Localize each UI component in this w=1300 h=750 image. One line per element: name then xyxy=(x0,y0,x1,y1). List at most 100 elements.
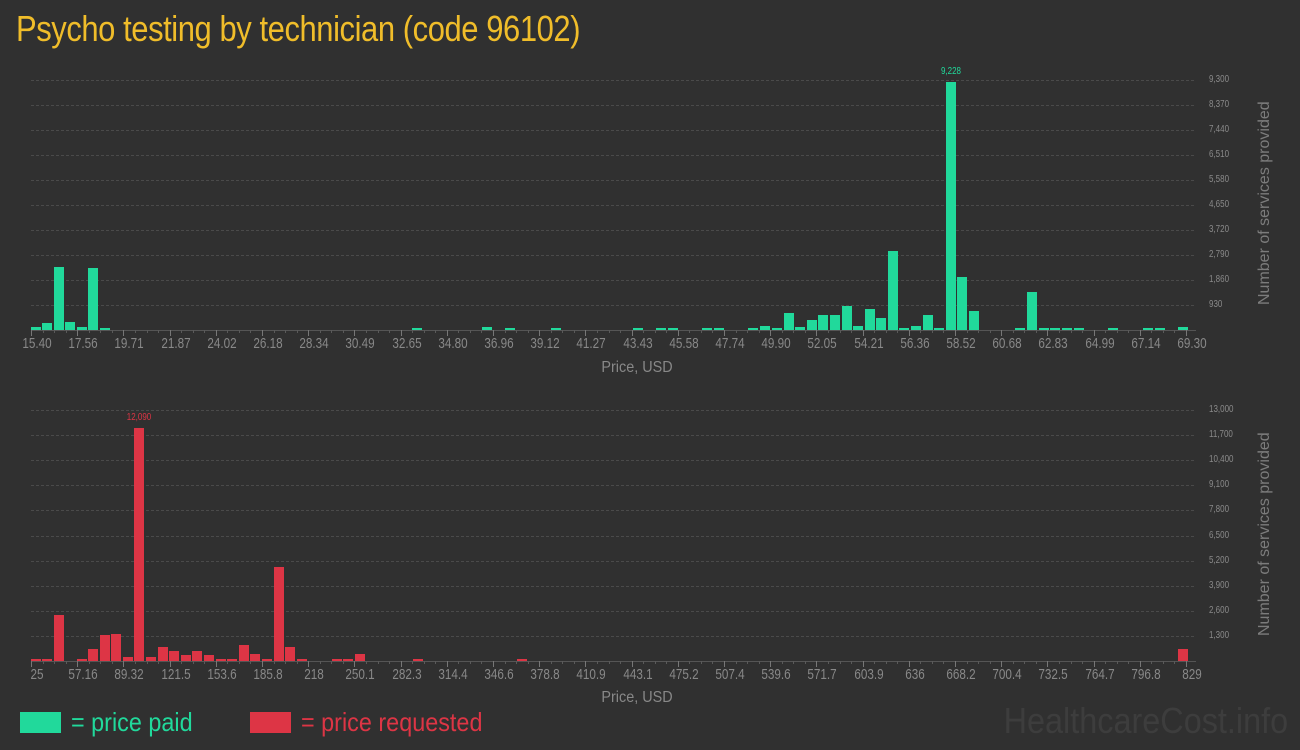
data-bar[interactable] xyxy=(668,328,678,330)
data-bar[interactable] xyxy=(42,323,52,330)
data-bar[interactable] xyxy=(332,659,342,661)
data-bar[interactable] xyxy=(1074,328,1084,330)
x-minor-tick xyxy=(238,330,240,333)
data-bar[interactable] xyxy=(772,328,782,330)
data-bar[interactable] xyxy=(1015,328,1025,330)
data-bar[interactable] xyxy=(146,657,156,661)
data-bar[interactable] xyxy=(969,311,979,330)
data-bar[interactable] xyxy=(795,327,805,330)
data-bar[interactable] xyxy=(517,659,527,661)
x-minor-tick xyxy=(989,330,991,333)
data-bar[interactable] xyxy=(31,659,41,661)
y-tick-label: 930 xyxy=(1209,299,1223,310)
x-tick-label: 507.4 xyxy=(715,666,745,683)
data-bar[interactable] xyxy=(192,651,202,661)
x-minor-tick xyxy=(250,661,252,664)
data-bar[interactable] xyxy=(784,313,794,330)
data-bar[interactable] xyxy=(169,651,179,661)
data-bar[interactable] xyxy=(65,322,75,330)
data-bar[interactable] xyxy=(702,328,712,330)
data-bar[interactable] xyxy=(876,318,886,330)
data-bar[interactable] xyxy=(946,82,956,330)
x-axis-line xyxy=(31,330,1196,331)
data-bar[interactable] xyxy=(1062,328,1072,330)
data-bar[interactable] xyxy=(42,659,52,661)
data-bar[interactable] xyxy=(1178,649,1188,661)
data-bar[interactable] xyxy=(204,655,214,661)
x-tick xyxy=(1139,330,1141,336)
data-bar[interactable] xyxy=(216,659,226,661)
data-bar[interactable] xyxy=(181,655,191,661)
data-bar[interactable] xyxy=(413,659,423,661)
data-bar[interactable] xyxy=(830,315,840,330)
data-bar[interactable] xyxy=(262,659,272,661)
y-tick-label: 8,370 xyxy=(1209,99,1230,110)
data-bar[interactable] xyxy=(123,657,133,661)
x-minor-tick xyxy=(1012,661,1014,664)
data-bar[interactable] xyxy=(77,327,87,330)
data-bar[interactable] xyxy=(1155,328,1165,330)
x-tick xyxy=(1047,661,1049,667)
x-minor-tick xyxy=(735,661,737,664)
data-bar[interactable] xyxy=(748,328,758,330)
data-bar[interactable] xyxy=(957,277,967,330)
data-bar[interactable] xyxy=(88,649,98,661)
data-bar[interactable] xyxy=(111,634,121,661)
data-bar[interactable] xyxy=(923,315,933,330)
x-minor-tick xyxy=(377,330,379,333)
x-axis-line xyxy=(31,661,1196,662)
data-bar[interactable] xyxy=(54,267,64,330)
x-minor-tick xyxy=(839,330,841,333)
data-bar[interactable] xyxy=(100,328,110,330)
data-bar[interactable] xyxy=(355,654,365,661)
data-bar[interactable] xyxy=(54,615,64,661)
data-bar[interactable] xyxy=(714,328,724,330)
data-bar[interactable] xyxy=(158,647,168,661)
data-bar[interactable] xyxy=(274,567,284,661)
data-bar[interactable] xyxy=(899,328,909,330)
x-minor-tick xyxy=(285,330,287,333)
data-bar[interactable] xyxy=(865,309,875,330)
data-bar[interactable] xyxy=(842,306,852,330)
data-bar[interactable] xyxy=(760,326,770,330)
data-bar[interactable] xyxy=(250,654,260,661)
x-tick xyxy=(354,330,356,336)
x-minor-tick xyxy=(158,661,160,664)
x-tick xyxy=(262,661,263,667)
x-minor-tick xyxy=(712,330,714,333)
data-bar[interactable] xyxy=(911,326,921,330)
data-bar[interactable] xyxy=(227,659,237,661)
data-bar[interactable] xyxy=(31,327,41,330)
data-bar[interactable] xyxy=(482,327,492,330)
data-bar[interactable] xyxy=(818,315,828,330)
data-bar[interactable] xyxy=(88,268,98,330)
data-bar[interactable] xyxy=(505,328,515,330)
data-bar[interactable] xyxy=(1108,328,1118,330)
data-bar[interactable] xyxy=(100,635,110,661)
x-minor-tick xyxy=(851,330,853,333)
data-bar[interactable] xyxy=(1039,328,1049,330)
data-bar[interactable] xyxy=(1050,328,1060,330)
data-bar[interactable] xyxy=(412,328,422,330)
data-bar[interactable] xyxy=(633,328,643,330)
data-bar[interactable] xyxy=(888,251,898,330)
data-bar[interactable] xyxy=(807,320,817,330)
data-bar[interactable] xyxy=(656,328,666,330)
data-bar[interactable] xyxy=(134,428,144,661)
data-bar[interactable] xyxy=(1178,327,1188,330)
data-bar[interactable] xyxy=(1027,292,1037,330)
data-bar[interactable] xyxy=(77,659,87,661)
x-tick xyxy=(631,661,633,667)
x-minor-tick xyxy=(227,661,229,664)
x-minor-tick xyxy=(654,330,656,333)
x-minor-tick xyxy=(1116,661,1118,664)
data-bar[interactable] xyxy=(239,645,249,661)
data-bar[interactable] xyxy=(1143,328,1153,330)
data-bar[interactable] xyxy=(934,328,944,330)
data-bar[interactable] xyxy=(551,328,561,330)
data-bar[interactable] xyxy=(297,659,307,661)
x-minor-tick xyxy=(1162,661,1164,664)
data-bar[interactable] xyxy=(285,647,295,661)
data-bar[interactable] xyxy=(343,659,353,661)
data-bar[interactable] xyxy=(853,326,863,330)
